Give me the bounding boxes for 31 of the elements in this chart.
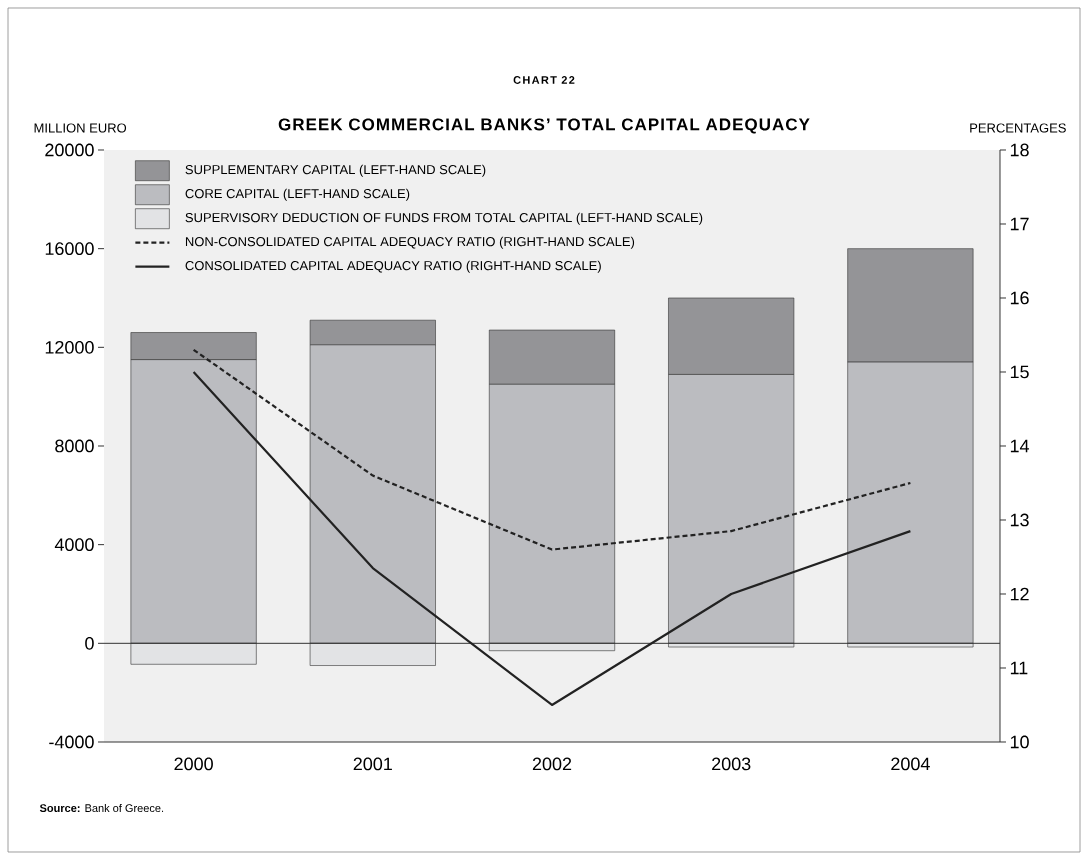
y-tick-label: 8000 xyxy=(55,439,94,453)
x-tick-label: 2003 xyxy=(712,757,751,771)
y-tick-label: -4000 xyxy=(49,735,94,749)
chart-subtitle: CHART 22 xyxy=(513,76,575,84)
y2-tick-label: 15 xyxy=(1010,365,1029,379)
x-tick-label: 2000 xyxy=(174,757,213,771)
x-tick-label: 2001 xyxy=(353,757,392,771)
y2-tick-label: 14 xyxy=(1010,439,1030,453)
y2-tick-label: 13 xyxy=(1010,513,1029,527)
legend-label: SUPPLEMENTARY CAPITAL (LEFT-HAND SCALE) xyxy=(185,164,486,177)
y2-tick-label: 12 xyxy=(1010,587,1029,601)
text: Source: Bank of Greece. xyxy=(39,803,164,813)
y2-tick-label: 10 xyxy=(1010,735,1029,749)
y-tick-label: 20000 xyxy=(45,143,94,157)
y2-tick-label: 11 xyxy=(1010,661,1028,675)
y2-tick-label: 17 xyxy=(1010,217,1029,231)
y2-tick-label: 18 xyxy=(1010,143,1029,157)
legend-label: CORE CAPITAL (LEFT-HAND SCALE) xyxy=(185,188,410,201)
y2-tick-label: 16 xyxy=(1010,291,1029,305)
y-axis-title: MILLION EURO xyxy=(34,123,127,133)
y2-axis-title: PERCENTAGES xyxy=(970,123,1066,133)
legend-label: NON-CONSOLIDATED CAPITAL ADEQUACY RATIO (RIGHT-HAND SCALE) xyxy=(185,236,635,249)
y-tick-label: 4000 xyxy=(54,538,94,552)
x-tick-label: 2002 xyxy=(532,757,572,771)
y-tick-label: 0 xyxy=(85,636,94,650)
chart-title: GREEK COMMERCIAL BANKS’ TOTAL CAPITAL ADEQUACY xyxy=(278,118,810,134)
legend-label: CONSOLIDATED CAPITAL ADEQUACY RATIO (RIGHT-HAND SCALE) xyxy=(185,260,601,273)
x-tick-label: 2004 xyxy=(891,757,930,771)
legend-label: SUPERVISORY DEDUCTION OF FUNDS FROM TOTAL CAPITAL (LEFT-HAND SCALE) xyxy=(185,212,703,225)
y-tick-label: 12000 xyxy=(45,340,94,354)
y-tick-label: 16000 xyxy=(45,242,94,256)
